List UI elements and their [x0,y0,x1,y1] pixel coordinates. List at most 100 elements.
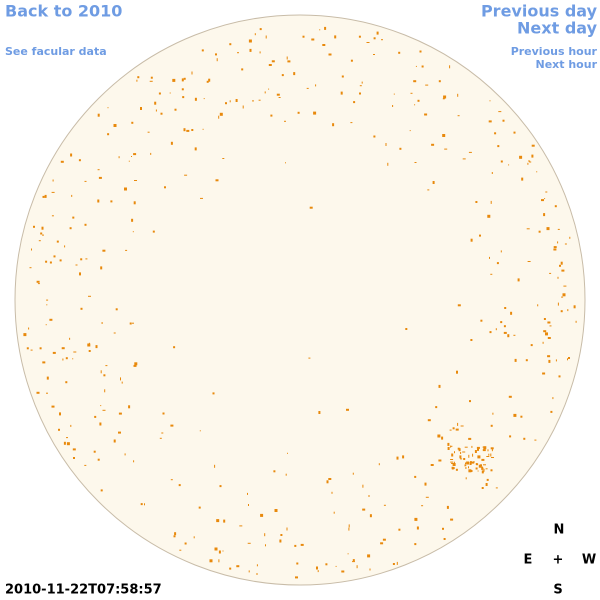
facula [517,278,520,282]
facula [333,511,335,514]
facula [557,302,559,306]
facula [97,458,100,461]
facula [538,230,541,233]
facula [118,156,120,159]
facula [300,543,304,546]
facula [442,527,444,530]
facula [545,332,548,336]
previous-day-link[interactable]: Previous day [481,2,598,21]
next-hour-link[interactable]: Next hour [536,58,598,71]
facula [500,160,503,163]
facula [487,214,491,218]
facula [39,347,42,350]
facula [183,77,186,80]
facula [495,328,497,331]
facula [451,466,454,469]
facula [453,461,455,464]
facula [182,96,185,99]
facula [186,129,190,132]
facula [495,487,498,489]
facula [218,559,220,563]
facula [442,134,446,137]
facula [63,441,66,445]
facula [447,447,450,450]
facula [124,453,126,456]
facula [209,559,213,563]
facula [466,461,470,465]
facula [84,223,87,226]
facula [219,485,222,488]
facula [419,50,422,53]
compass-south: S [553,583,562,598]
facula [476,446,480,449]
facula [334,35,337,39]
facula [65,381,68,384]
facula [150,152,152,155]
facula [543,318,546,320]
facula [559,264,561,267]
facula [356,565,358,569]
facula [306,87,309,89]
facula [482,449,486,452]
facula [553,248,557,251]
next-day-link[interactable]: Next day [517,19,598,38]
facula [369,514,372,518]
facula [470,238,473,242]
facula [362,508,366,511]
facula [488,453,490,456]
facula [352,561,355,563]
facula [38,240,41,242]
facula [554,205,557,208]
facula [531,154,534,158]
facula [424,113,428,116]
facula [264,91,266,94]
facula [147,131,150,133]
facula [362,484,364,488]
facula [110,200,113,203]
facula [398,51,401,54]
facula [485,483,488,486]
facula [481,487,484,489]
facula [23,333,27,337]
facula [294,544,297,547]
facula [131,156,132,157]
facula [492,412,494,415]
facula [452,463,456,466]
facula [387,162,389,166]
facula [229,100,231,103]
facula [214,464,216,468]
facula [212,392,215,395]
facula [552,397,554,400]
facula [471,461,475,464]
facula [42,361,46,364]
facula [452,467,455,470]
facula [33,225,35,228]
facula [137,76,140,79]
facula [443,95,447,99]
facula [278,97,281,98]
facula [470,470,473,472]
facula [421,65,424,68]
facula [352,559,355,562]
facula [350,122,353,124]
facula [100,266,103,270]
facula [218,550,221,554]
facula [104,389,106,393]
facula [359,85,362,87]
facula [480,319,483,322]
facula [477,455,481,459]
facula [30,349,33,351]
facula [259,51,261,54]
previous-hour-link[interactable]: Previous hour [511,45,598,58]
facula [107,133,110,136]
facula [133,153,137,156]
back-link[interactable]: Back to 2010 [5,2,122,21]
facula [547,321,551,324]
faculae [23,26,577,579]
facular-link[interactable]: See facular data [5,45,107,58]
facula [476,463,479,466]
facula [52,351,56,354]
facula [276,93,280,96]
facula [260,513,264,517]
